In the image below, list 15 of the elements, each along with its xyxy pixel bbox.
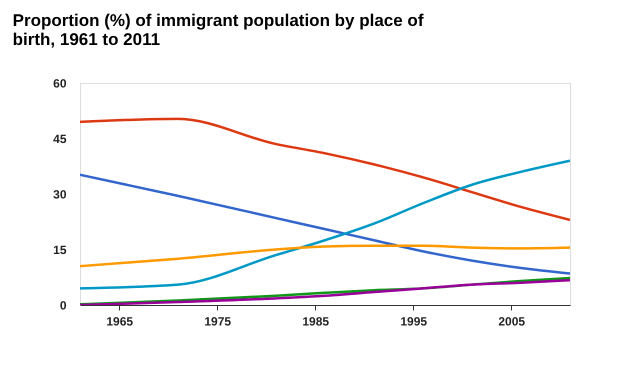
x-tick-label: 1985 — [302, 314, 330, 328]
y-tick-label: 30 — [53, 188, 67, 202]
x-tick-label: 1965 — [106, 314, 134, 328]
chart-title: Proportion (%) of immigrant population by place of birth, 1961 to 2011 — [12, 11, 424, 49]
x-tick-label: 1995 — [400, 314, 428, 328]
line-series — [80, 174, 570, 275]
line-series — [80, 118, 570, 222]
y-tick-label: 60 — [53, 76, 67, 90]
y-tick-label: 0 — [60, 298, 67, 312]
x-tick-label: 2005 — [498, 314, 526, 328]
x-tick-label: 1975 — [204, 314, 232, 328]
line-series — [80, 159, 570, 290]
line-series — [80, 244, 570, 268]
y-tick-label: 15 — [53, 243, 67, 257]
y-tick-label: 45 — [53, 132, 67, 146]
